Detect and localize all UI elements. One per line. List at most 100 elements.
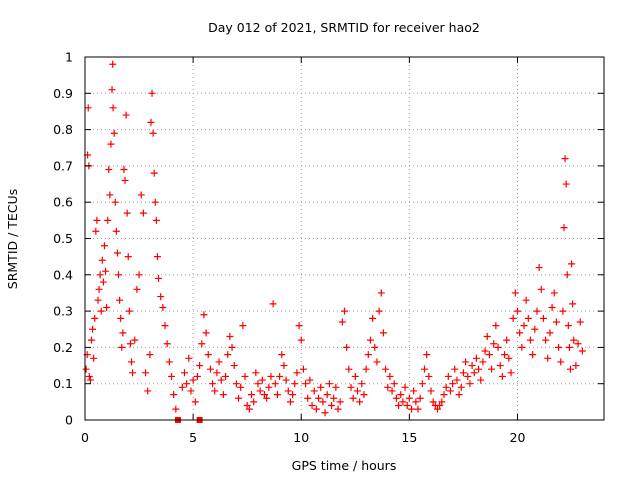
data-point [373,358,381,366]
data-point [531,325,539,333]
data-point [118,343,126,351]
data-point [559,307,567,315]
data-point [86,376,94,384]
data-point [386,372,394,380]
data-point [304,394,312,402]
y-tick-label: 0.6 [53,195,73,210]
data-point [444,372,452,380]
data-point [403,401,411,409]
data-point [137,191,145,199]
data-point [514,307,521,315]
data-point [159,303,167,311]
x-tick-label: 5 [189,430,197,445]
data-point [286,398,294,406]
data-point [97,307,105,315]
data-point [537,285,545,293]
data-point [492,322,500,330]
data-point [222,372,230,380]
data-point [93,216,101,224]
data-point [568,260,576,268]
data-point [123,209,131,217]
data-point [110,129,118,137]
data-point [302,380,310,388]
data-point [198,340,206,348]
data-point [87,336,95,344]
data-point [131,336,139,344]
data-point [183,380,191,388]
data-point [505,354,513,362]
data-point [388,387,396,395]
data-point [152,216,160,224]
data-point [494,343,502,351]
y-tick-label: 1 [65,50,73,65]
data-point [133,285,141,293]
data-point [442,383,450,391]
data-point [470,369,478,377]
data-point [312,405,320,413]
data-point [267,372,275,380]
data-point [85,372,93,380]
data-point [410,387,418,395]
data-point [550,289,558,297]
data-point [356,398,364,406]
data-point [112,227,120,235]
data-point [115,271,123,279]
data-point [84,104,92,112]
data-point [317,383,325,391]
data-point [276,372,284,380]
data-point [371,343,379,351]
data-point [217,376,225,384]
data-point [250,398,258,406]
data-point [522,296,530,304]
data-point [163,340,171,348]
data-point [178,383,186,391]
data-point [306,376,314,384]
data-point [256,387,264,395]
data-point [405,394,413,402]
data-point [457,383,465,391]
data-point [462,358,470,366]
data-point [516,329,524,337]
data-point [498,372,506,380]
data-point [228,343,236,351]
data-point [353,387,361,395]
data-point [503,336,511,344]
data-point [330,394,338,402]
y-tick-label: 0.9 [53,86,73,101]
data-point [108,86,116,94]
data-point [144,387,152,395]
data-point [509,314,517,322]
data-point [230,362,238,370]
data-point [90,354,98,362]
data-point [265,383,273,391]
data-point [243,401,251,409]
data-point [451,365,459,373]
data-point [336,398,344,406]
data-point [566,365,574,373]
data-point [429,398,437,406]
data-point [466,380,474,388]
data-point [191,398,199,406]
y-tick-label: 0.8 [53,122,73,137]
data-point [237,383,245,391]
data-point [414,405,422,413]
data-point [291,380,299,388]
data-point [332,383,340,391]
data-point [321,409,329,417]
data-point [576,318,584,326]
data-point [315,394,323,402]
data-point [109,60,117,68]
data-point [92,227,100,235]
data-point [124,253,132,261]
data-point [135,271,143,279]
data-point [328,401,336,409]
data-point [325,380,333,388]
data-point [542,336,550,344]
data-point [147,118,155,126]
data-point [399,398,407,406]
data-point [189,376,197,384]
data-point [204,351,212,359]
data-point [102,267,110,275]
data-point [319,398,327,406]
data-point [100,242,108,250]
